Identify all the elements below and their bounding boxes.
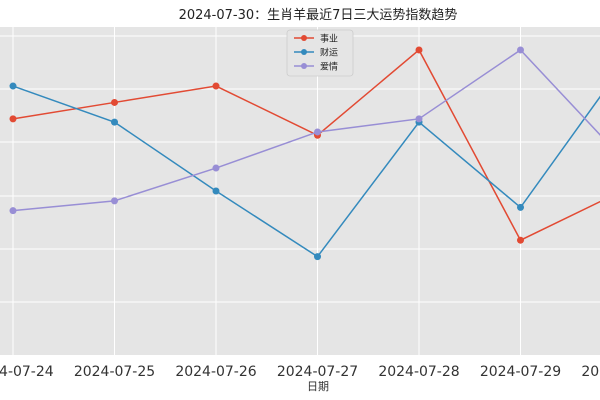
chart-title: 2024-07-30：生肖羊最近7日三大运势指数趋势 (179, 7, 458, 23)
legend-marker-0 (301, 35, 307, 41)
series-2-point-4 (415, 115, 423, 123)
x-tick-label-0: 2024-07-24 (0, 364, 54, 380)
x-axis-label: 日期 (307, 380, 329, 393)
series-0-point-0 (9, 115, 17, 123)
x-tick-label-1: 2024-07-25 (74, 364, 155, 380)
series-group (9, 46, 600, 261)
series-0-point-1 (111, 98, 118, 106)
series-1-point-1 (111, 118, 118, 126)
x-axis-ticks: 2024-07-24 2024-07-25 2024-07-26 2024-07-27… (0, 364, 600, 380)
legend-label-2: 爱情 (320, 61, 338, 73)
series-2-point-1 (111, 197, 118, 205)
series-1-point-2 (212, 187, 220, 195)
series-2-point-3 (314, 128, 321, 136)
legend-label-1: 财运 (320, 47, 338, 59)
series-1-point-3 (314, 253, 321, 261)
legend-label-0: 事业 (320, 33, 338, 45)
x-tick-label-5: 2024-07-29 (480, 364, 561, 380)
series-1-point-5 (517, 203, 524, 211)
series-2-point-2 (212, 164, 220, 172)
grid-lines (0, 27, 600, 355)
series-2-point-5 (517, 46, 524, 54)
x-tick-label-6: 2024-07-30 (581, 364, 600, 380)
legend-marker-2 (301, 63, 307, 69)
x-tick-label-3: 2024-07-27 (277, 364, 358, 380)
series-1-point-0 (9, 82, 17, 90)
x-tick-label-2: 2024-07-26 (175, 364, 256, 380)
series-2-point-0 (9, 207, 17, 215)
series-0-point-2 (212, 82, 220, 90)
x-tick-label-4: 2024-07-28 (378, 364, 459, 380)
legend-marker-1 (301, 49, 307, 55)
series-0-point-5 (517, 236, 524, 244)
series-0-point-4 (415, 46, 423, 54)
